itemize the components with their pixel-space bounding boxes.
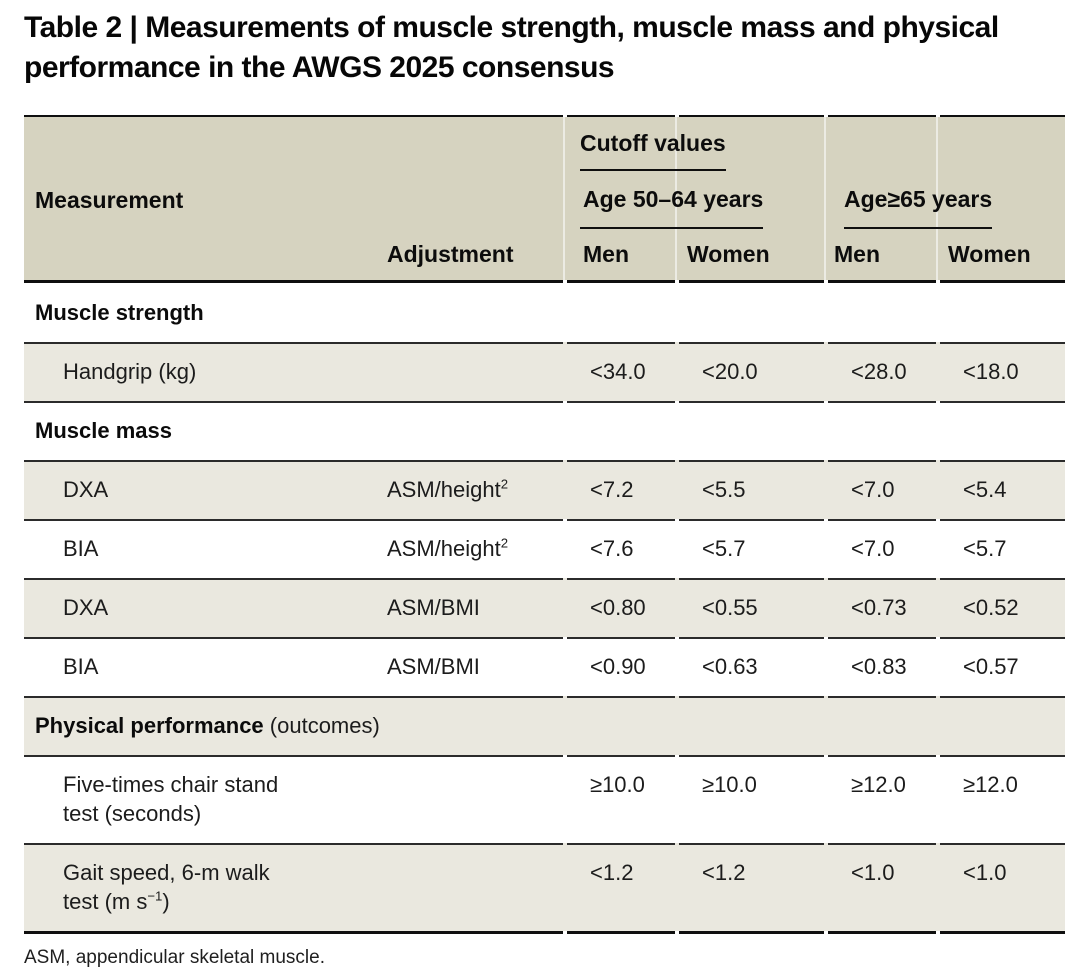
header-spacer (24, 117, 565, 171)
cutoff-value-cell: <1.0 (963, 860, 1007, 885)
cutoff-value-cell: <7.0 (851, 477, 895, 502)
header-row-columns: Adjustment Men Women Men Women (24, 229, 1065, 280)
measurement-column-header: Measurement (35, 186, 184, 213)
cutoff-value-cell: <0.83 (851, 654, 907, 679)
table-title: Table 2 | Measurements of muscle strengt… (24, 11, 999, 84)
table-top-rule (24, 115, 1065, 117)
measurement-cell: BIA (63, 536, 99, 561)
data-row: Gait speed, 6-m walk test (m s−1) <1.2 <1.… (24, 843, 1065, 931)
data-row: Handgrip (kg) <34.0 <20.0 <28.0 <18.0 (24, 342, 1065, 401)
section-title-bold: Physical performance (35, 713, 264, 738)
adjustment-cell: ASM/BMI (387, 595, 480, 620)
women-65-plus-column-header: Women (948, 241, 1031, 267)
cutoff-values-group: Cutoff values (565, 117, 1065, 171)
age-65-plus-group: Age≥65 years (826, 171, 1065, 229)
section-title-bold: Muscle strength (35, 300, 204, 325)
cutoff-value-cell: ≥10.0 (702, 772, 757, 797)
cutoff-value-cell: <7.6 (590, 536, 634, 561)
adjustment-cell (383, 342, 565, 372)
adjustment-cell (383, 843, 565, 873)
cutoff-value-cell: <5.5 (702, 477, 746, 502)
table-bottom-rule (24, 931, 1065, 934)
cutoff-values-label: Cutoff values (580, 117, 726, 171)
cutoff-value-cell: <7.0 (851, 536, 895, 561)
cutoff-value-cell: <20.0 (702, 359, 758, 384)
cutoff-value-cell: <0.80 (590, 595, 646, 620)
data-row: DXA ASM/height2 <7.2 <5.5 <7.0 <5.4 (24, 460, 1065, 519)
cutoff-value-cell: ≥12.0 (963, 772, 1018, 797)
cutoff-value-cell: <0.63 (702, 654, 758, 679)
cutoff-value-cell: <0.90 (590, 654, 646, 679)
measurement-cell: Handgrip (kg) (63, 359, 197, 384)
men-50-64-column-header: Men (583, 241, 629, 267)
adjustment-cell: ASM/BMI (387, 654, 480, 679)
table-2: Cutoff values Measurement Age 50–64 year… (24, 115, 1065, 934)
adjustment-cell: ASM/height2 (387, 535, 509, 561)
measurement-cell: Five-times chair stand test (seconds) (63, 772, 279, 826)
cutoff-value-cell: <0.57 (963, 654, 1019, 679)
age-50-64-group: Age 50–64 years (565, 171, 826, 229)
header-row-age-groups: Measurement Age 50–64 years Age≥65 years (24, 171, 1065, 229)
cutoff-value-cell: <1.2 (590, 860, 634, 885)
table-header: Cutoff values Measurement Age 50–64 year… (24, 117, 1065, 280)
header-bottom-rule (24, 280, 1065, 283)
cutoff-value-cell: <1.0 (851, 860, 895, 885)
section-row: Physical performance (outcomes) (24, 696, 1065, 755)
section-row: Muscle strength (24, 283, 1065, 342)
age-50-64-label: Age 50–64 years (580, 171, 764, 229)
measurement-cell: DXA (63, 595, 109, 620)
cutoff-value-cell: <34.0 (590, 359, 646, 384)
header-row-cutoff: Cutoff values (24, 117, 1065, 171)
column-divider (936, 117, 938, 280)
data-row: Five-times chair stand test (seconds) ≥10… (24, 755, 1065, 843)
section-title: Physical performance (outcomes) (35, 713, 380, 738)
cutoff-value-cell: <7.2 (590, 477, 634, 502)
cutoff-value-cell: ≥10.0 (590, 772, 645, 797)
data-row: BIA ASM/height2 <7.6 <5.7 <7.0 <5.7 (24, 519, 1065, 578)
data-row: DXA ASM/BMI <0.80 <0.55 <0.73 <0.52 (24, 578, 1065, 637)
section-row: Muscle mass (24, 401, 1065, 460)
cutoff-value-cell: <18.0 (963, 359, 1019, 384)
table-footnote: ASM, appendicular skeletal muscle. (24, 947, 325, 968)
data-row: BIA ASM/BMI <0.90 <0.63 <0.83 <0.57 (24, 637, 1065, 696)
age-65-plus-label: Age≥65 years (844, 171, 993, 229)
header-spacer (24, 229, 383, 280)
measurement-cell: BIA (63, 654, 99, 679)
measurement-cell: DXA (63, 477, 109, 502)
cutoff-value-cell: <5.7 (702, 536, 746, 561)
cutoff-value-cell: <28.0 (851, 359, 907, 384)
adjustment-cell: ASM/height2 (387, 476, 509, 502)
cutoff-value-cell: ≥12.0 (851, 772, 906, 797)
section-title-bold: Muscle mass (35, 418, 172, 443)
cutoff-value-cell: <0.73 (851, 595, 907, 620)
adjustment-cell (383, 755, 565, 785)
column-divider (675, 117, 677, 280)
men-65-plus-column-header: Men (834, 241, 880, 267)
adjustment-column-header: Adjustment (387, 241, 514, 267)
measurement-cell: Gait speed, 6-m walk test (m s−1) (63, 860, 270, 914)
cutoff-value-cell: <0.52 (963, 595, 1019, 620)
column-divider (824, 117, 826, 280)
cutoff-value-cell: <1.2 (702, 860, 746, 885)
column-divider (563, 117, 565, 280)
cutoff-value-cell: <5.7 (963, 536, 1007, 561)
table-body: Muscle strength Handgrip (kg) <34.0 <20.0 <2… (24, 283, 1065, 931)
women-50-64-column-header: Women (687, 241, 770, 267)
cutoff-value-cell: <5.4 (963, 477, 1007, 502)
cutoff-value-cell: <0.55 (702, 595, 758, 620)
section-title: Muscle strength (24, 283, 1065, 342)
section-title: Muscle mass (24, 401, 1065, 460)
